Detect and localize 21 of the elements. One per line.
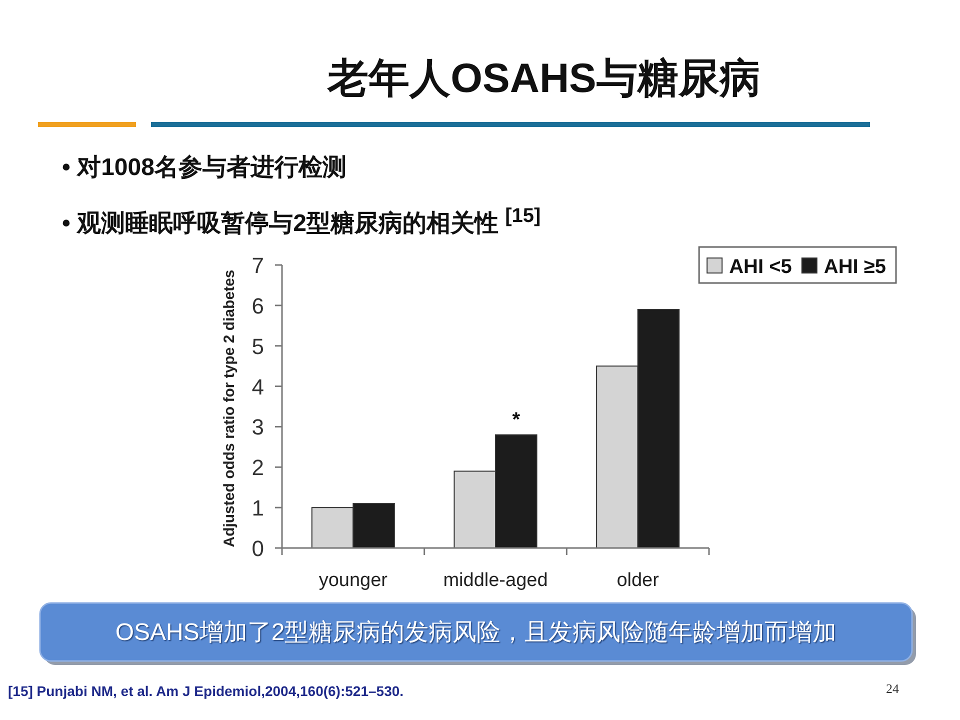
y-tick-label: 3 <box>252 414 264 440</box>
annotation: * <box>512 408 520 431</box>
y-tick-label: 1 <box>252 496 264 521</box>
text: [15] Punjabi NM, et al. Am J Epidemiol,2004,160(6):521–530. <box>8 682 404 700</box>
legend-label: AHI <5 <box>729 256 792 278</box>
x-tick-label: younger <box>318 570 388 591</box>
y-tick-label: 4 <box>252 374 264 400</box>
y-tick-label: 6 <box>252 293 264 318</box>
x-tick-label: middle-aged <box>443 570 548 591</box>
y-axis-title: Adjusted odds ratio for type 2 diabetes <box>221 270 238 548</box>
x-tick-label: older <box>616 570 660 591</box>
text: • 对1008名参与者进行检测 <box>62 153 346 183</box>
y-tick-label: 7 <box>252 253 264 278</box>
text: • 观测睡眠呼吸暂停与2型糖尿病的相关性 $^{[15]}$ <box>62 204 541 239</box>
text: 24 <box>886 681 899 697</box>
y-tick-label: 0 <box>252 536 264 561</box>
text: OSAHS增加了2型糖尿病的发病风险，且发病风险随年龄增加而增加 <box>115 618 837 648</box>
legend-label: AHI ≥5 <box>824 256 886 278</box>
y-tick-label: 5 <box>252 334 264 359</box>
y-tick-label: 2 <box>252 455 264 480</box>
chart-title: 老年人OSAHS与糖尿病 <box>328 54 760 102</box>
